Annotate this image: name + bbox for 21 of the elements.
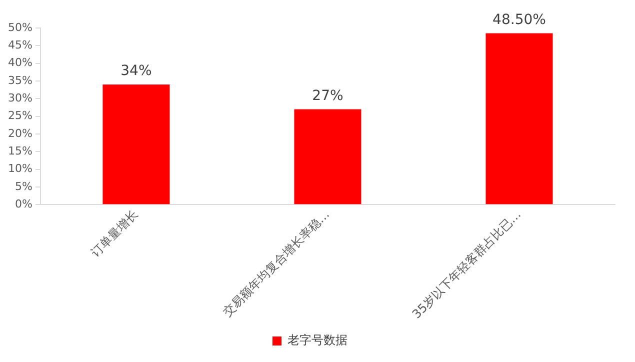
y-tick-label: 20% xyxy=(8,126,32,140)
y-tick-label: 5% xyxy=(14,180,32,193)
legend-label: 老字号数据 xyxy=(288,333,348,348)
y-tick-label: 50% xyxy=(8,20,32,34)
data-label: 27% xyxy=(312,88,344,104)
y-tick-label: 10% xyxy=(8,162,32,176)
x-tick-label: 交易额年均复合增长率稳… xyxy=(220,207,332,319)
y-tick-label: 0% xyxy=(14,198,32,211)
x-tick-label: 35岁以下年轻客群占比已… xyxy=(410,207,524,322)
y-tick-label: 25% xyxy=(8,109,32,122)
bar xyxy=(102,84,170,204)
y-tick-label: 40% xyxy=(8,56,32,70)
x-tick-label: 订单量增长 xyxy=(88,207,141,260)
bar xyxy=(294,109,362,204)
data-label: 48.50% xyxy=(492,12,546,28)
y-tick-label: 15% xyxy=(8,144,32,158)
bar xyxy=(486,33,553,204)
y-tick-label: 45% xyxy=(8,38,32,52)
data-label: 34% xyxy=(120,63,152,80)
y-tick-label: 30% xyxy=(8,92,32,105)
y-tick-label: 35% xyxy=(8,74,32,87)
